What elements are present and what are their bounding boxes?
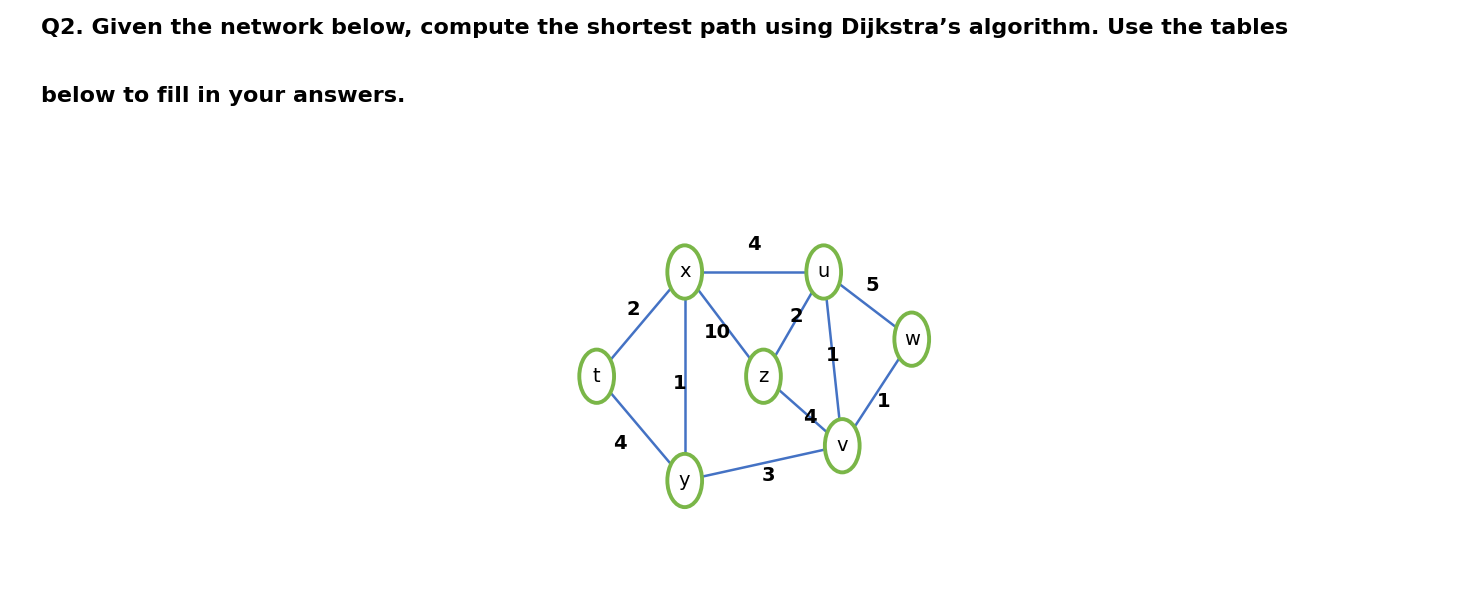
Text: y: y: [679, 471, 691, 490]
Text: u: u: [818, 263, 830, 282]
Ellipse shape: [894, 312, 928, 366]
Ellipse shape: [806, 245, 841, 299]
Text: 1: 1: [827, 346, 840, 365]
Ellipse shape: [667, 245, 703, 299]
Text: z: z: [759, 366, 769, 386]
Text: 2: 2: [790, 307, 803, 326]
Text: 4: 4: [613, 434, 627, 453]
Text: 4: 4: [803, 409, 816, 428]
Text: 3: 3: [762, 466, 775, 485]
Text: 1: 1: [877, 392, 890, 411]
Text: 10: 10: [704, 323, 731, 342]
Text: below to fill in your answers.: below to fill in your answers.: [41, 86, 406, 106]
Text: x: x: [679, 263, 691, 282]
Text: 1: 1: [673, 374, 686, 393]
Ellipse shape: [745, 350, 781, 403]
Text: t: t: [593, 366, 601, 386]
Text: v: v: [837, 436, 849, 455]
Text: 2: 2: [627, 299, 641, 318]
Ellipse shape: [825, 419, 859, 472]
Text: 4: 4: [747, 235, 762, 254]
Text: 5: 5: [865, 276, 880, 295]
Ellipse shape: [667, 454, 703, 507]
Text: Q2. Given the network below, compute the shortest path using Dijkstra’s algorith: Q2. Given the network below, compute the…: [41, 18, 1289, 38]
Ellipse shape: [579, 350, 614, 403]
Text: w: w: [903, 330, 920, 349]
